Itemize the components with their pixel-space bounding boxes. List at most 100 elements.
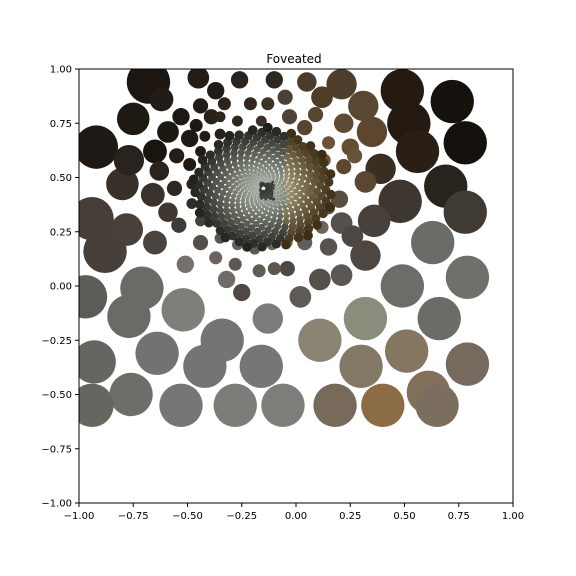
data-point — [443, 190, 487, 234]
fovea-dot — [222, 185, 229, 192]
fovea-dot — [220, 232, 231, 243]
fovea-dot — [291, 200, 298, 207]
fovea-dot — [271, 126, 282, 137]
fovea-dot — [209, 205, 218, 214]
fovea-dot — [296, 215, 304, 223]
fovea-dot — [264, 206, 270, 211]
data-point — [357, 204, 391, 238]
fovea-dot — [224, 212, 232, 221]
fovea-dot — [246, 194, 251, 199]
data-point — [109, 372, 153, 417]
fovea-dot — [238, 164, 245, 171]
data-point — [243, 97, 257, 111]
fovea-dot — [235, 229, 244, 238]
y-tick-label: −0.25 — [41, 336, 72, 347]
data-point — [354, 170, 377, 193]
data-point — [289, 286, 312, 308]
fovea-dot — [194, 167, 204, 178]
fovea-dot — [253, 170, 258, 175]
fovea-dot — [280, 200, 286, 206]
fovea-dot — [248, 217, 255, 224]
data-point — [189, 118, 203, 132]
data-point — [166, 180, 183, 196]
x-axis: −1.00 −0.75 −0.50 −0.25 0.00 0.25 0.50 0.75 1.00 — [64, 503, 524, 522]
fovea-dot — [223, 156, 232, 165]
fovea-dot — [235, 186, 241, 192]
x-tick-label: −1.00 — [64, 511, 95, 522]
chart-title: Foveated — [266, 52, 321, 66]
fovea-dot — [268, 179, 272, 183]
fovea-layer — [188, 122, 336, 252]
fovea-dot — [283, 153, 291, 160]
fovea-dot — [306, 169, 314, 178]
data-point — [116, 102, 150, 136]
fovea-dot — [255, 157, 261, 163]
data-point — [443, 121, 487, 165]
data-point — [120, 266, 164, 310]
fovea-dot — [277, 204, 283, 210]
fovea-dot — [279, 131, 289, 141]
data-point — [356, 116, 388, 148]
fovea-dot — [300, 168, 308, 176]
data-point — [183, 344, 227, 388]
fovea-dot — [294, 168, 301, 175]
fovea-dot — [284, 169, 290, 175]
y-tick-label: 0.25 — [50, 227, 72, 238]
fovea-dot — [241, 205, 247, 211]
y-tick-label: 0.50 — [50, 173, 72, 184]
fovea-dot — [293, 162, 301, 170]
data-point — [411, 220, 455, 265]
fovea-dot — [259, 191, 262, 194]
data-point — [158, 202, 178, 222]
fovea-dot — [249, 177, 253, 181]
fovea-dot — [242, 242, 252, 252]
fovea-dot — [261, 204, 267, 209]
x-tick-label: 1.00 — [502, 511, 524, 522]
fovea-dot — [274, 151, 281, 158]
fovea-dot — [298, 179, 305, 186]
data-point — [311, 86, 333, 109]
fovea-dot — [260, 170, 265, 175]
fovea-dot — [289, 217, 297, 225]
data-point — [239, 344, 283, 388]
data-point — [341, 225, 364, 247]
fovea-dot — [256, 172, 261, 177]
data-point — [395, 129, 440, 174]
data-point — [135, 331, 179, 375]
fovea-dot — [223, 207, 231, 215]
fovea-dot — [269, 203, 274, 208]
fovea-dot — [237, 154, 244, 162]
fovea-dot — [202, 210, 212, 220]
fovea-dot — [219, 189, 227, 197]
fovea-dot — [281, 160, 288, 167]
fovea-dot — [288, 207, 295, 214]
x-tick-label: 0.00 — [285, 511, 307, 522]
data-point — [209, 251, 223, 265]
fovea-dot — [271, 177, 276, 182]
fovea-dot — [324, 202, 335, 213]
fovea-dot — [257, 217, 264, 224]
fovea-dot — [254, 174, 258, 179]
fovea-dot — [217, 194, 225, 202]
fovea-dot — [249, 196, 254, 200]
fovea-dot — [195, 199, 205, 209]
fovea-dot — [253, 166, 258, 172]
fovea-dot — [273, 158, 280, 165]
data-point — [415, 383, 459, 428]
fovea-dot — [279, 193, 284, 198]
fovea-dot — [289, 173, 295, 179]
fovea-dot — [237, 159, 244, 166]
fovea-dot — [324, 177, 334, 187]
fovea-dot — [284, 199, 290, 205]
fovea-dot — [306, 163, 314, 171]
y-tick-label: −0.50 — [41, 390, 72, 401]
data-point — [203, 109, 219, 125]
fovea-dot — [229, 202, 236, 209]
data-point — [350, 240, 381, 271]
fovea-dot — [270, 189, 274, 193]
fovea-dot — [253, 162, 259, 168]
fovea-dot — [259, 202, 264, 206]
fovea-dot — [282, 208, 289, 215]
y-tick-label: 0.00 — [50, 282, 72, 293]
fovea-dot — [223, 196, 230, 203]
